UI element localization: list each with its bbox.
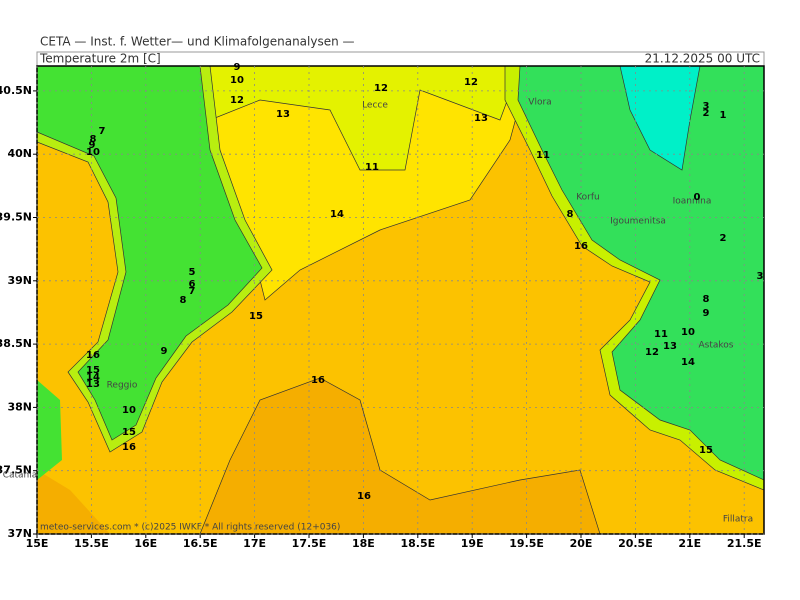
lon-label: 20E (570, 537, 593, 550)
lon-label: 16.5E (183, 537, 218, 550)
contour-label: 7 (99, 126, 106, 137)
contour-label: 12 (464, 77, 478, 88)
place-name: Igoumenitsa (610, 217, 666, 227)
contour-label: 8 (180, 295, 187, 306)
contour-label: 14 (330, 209, 344, 220)
place-name: Astakos (699, 341, 734, 351)
contour-label: 2 (720, 233, 727, 244)
lon-label: 18.5E (400, 537, 435, 550)
lat-label: 38.5N (0, 337, 32, 350)
lon-label: 21.5E (727, 537, 762, 550)
place-name: Korfu (576, 193, 600, 203)
lon-label: 19E (461, 537, 484, 550)
lon-label: 17E (243, 537, 266, 550)
lon-label: 15E (26, 537, 49, 550)
contour-label: 5 (189, 267, 196, 278)
place-name: Lecce (362, 101, 388, 111)
contour-label: 3 (703, 101, 710, 112)
contour-label: 15 (122, 427, 136, 438)
place-name: Fillatra (723, 515, 753, 525)
contour-label: 16 (311, 375, 325, 386)
contour-label: 14 (86, 372, 100, 383)
parameter-title: Temperature 2m [C] (39, 52, 161, 66)
lon-label: 19.5E (509, 537, 544, 550)
contour-label: 8 (567, 209, 574, 220)
contour-label: 9 (234, 62, 241, 73)
contour-label: 16 (86, 350, 100, 361)
datetime: 21.12.2025 00 UTC (645, 52, 760, 66)
contour-label: 11 (654, 329, 668, 340)
contour-label: 15 (699, 445, 713, 456)
contour-label: 16 (122, 442, 136, 453)
footer: meteo-services.com * (c)2025 IWKF * All … (40, 523, 340, 533)
contour-label: 2 (703, 108, 710, 119)
contour-label: 9 (89, 140, 96, 151)
contour-label: 15 (86, 365, 100, 376)
contour-label: 15 (249, 311, 263, 322)
contour-label: 13 (663, 341, 677, 352)
contour-label: 11 (536, 150, 550, 161)
contour-label: 1 (720, 110, 727, 121)
contour-label: 12 (374, 83, 388, 94)
contour-label: 8 (703, 294, 710, 305)
lon-label: 21E (678, 537, 701, 550)
contour-label: 7 (189, 286, 196, 297)
lat-label: 37N (7, 527, 32, 540)
contour-label: 9 (703, 308, 710, 319)
lon-label: 15.5E (74, 537, 109, 550)
contour-label: 10 (230, 75, 244, 86)
lat-label: 40N (7, 147, 32, 160)
lat-label: 40.5N (0, 84, 32, 97)
lat-label: 39N (7, 274, 32, 287)
lon-label: 16E (134, 537, 157, 550)
contour-label: 13 (474, 113, 488, 124)
contour-label: 12 (230, 95, 244, 106)
contour-label: 6 (189, 279, 196, 290)
place-name: Catania (3, 471, 38, 481)
contour-label: 16 (574, 241, 588, 252)
lon-label: 18E (352, 537, 375, 550)
contour-label: 12 (645, 347, 659, 358)
contour-label: 16 (357, 491, 371, 502)
source-title: CETA — Inst. f. Wetter— und Klimafolgena… (40, 35, 355, 49)
contour-label: 3 (757, 271, 764, 282)
contour-label: 10 (681, 327, 695, 338)
place-name: Reggio (107, 381, 138, 391)
contour-label: 10 (86, 147, 100, 158)
place-name: Ioannina (673, 197, 712, 207)
contour-label: 13 (86, 379, 100, 390)
contour-label: 14 (681, 357, 695, 368)
contour-label: 9 (161, 346, 168, 357)
contour-label: 10 (122, 405, 136, 416)
contour-label: 0 (694, 192, 701, 203)
contour-label: 11 (365, 162, 379, 173)
lat-label: 37.5N (0, 464, 32, 477)
lat-label: 38N (7, 400, 32, 413)
contour-label: 13 (276, 109, 290, 120)
lon-label: 20.5E (618, 537, 653, 550)
place-name: Vlora (528, 98, 551, 108)
lon-label: 17.5E (292, 537, 327, 550)
lat-label: 39.5N (0, 211, 32, 224)
temperature-field (37, 66, 764, 534)
contour-label: 8 (90, 134, 97, 145)
